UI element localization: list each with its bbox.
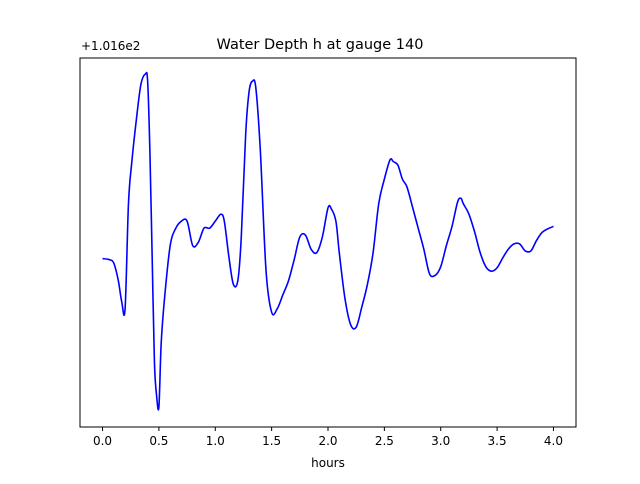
x-tick-label: 3.5	[488, 434, 507, 448]
y-offset-label: +1.016e2	[81, 39, 140, 53]
x-tick-label: 1.0	[206, 434, 225, 448]
x-axis-label: hours	[311, 456, 345, 470]
x-tick-label: 1.5	[262, 434, 281, 448]
x-tick-label: 2.5	[375, 434, 394, 448]
x-tick-label: 3.0	[431, 434, 450, 448]
x-tick-label: 4.0	[544, 434, 563, 448]
chart-title: Water Depth h at gauge 140	[217, 37, 424, 53]
x-tick-label: 0.0	[93, 434, 112, 448]
series-layer	[102, 71, 554, 411]
x-tick-label: 2.0	[318, 434, 337, 448]
x-axis: 0.0 0.5 1.0 1.5 2.0 2.5 3.0 3.5 4.0	[93, 427, 563, 448]
water-depth-line	[102, 71, 554, 411]
x-tick-label: 0.5	[149, 434, 168, 448]
